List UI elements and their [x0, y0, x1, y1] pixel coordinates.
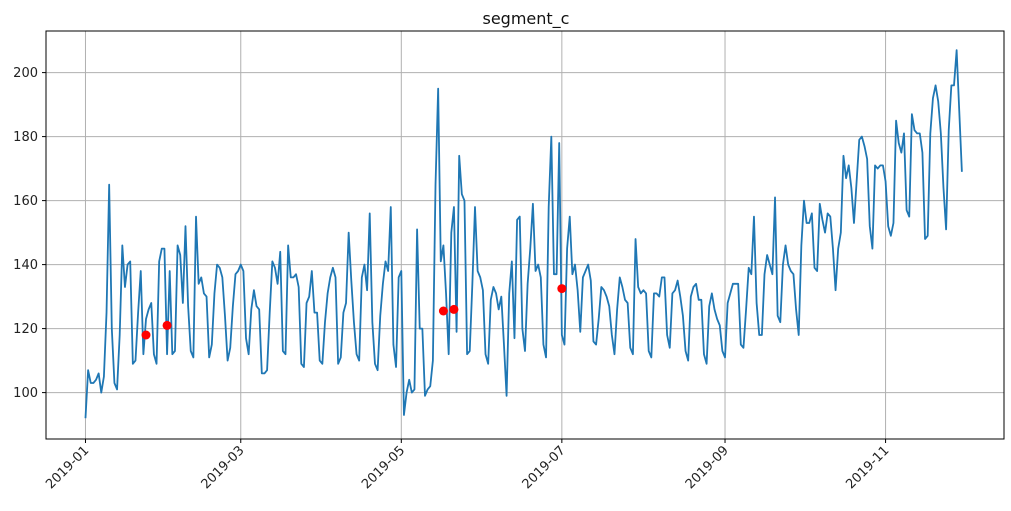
plot-data — [84, 49, 963, 419]
y-tick-label: 180 — [13, 130, 38, 145]
y-tick-label: 140 — [13, 258, 38, 273]
series-line — [84, 49, 963, 419]
grid — [46, 31, 1004, 439]
y-tick-label: 160 — [13, 194, 38, 209]
anomaly-point — [438, 306, 448, 316]
y-tick-label: 200 — [13, 66, 38, 81]
chart-title: segment_c — [483, 9, 570, 29]
anomaly-point — [141, 330, 151, 340]
plot-frame — [45, 30, 1005, 440]
anomaly-point — [162, 320, 172, 330]
anomaly-point — [557, 284, 567, 294]
y-tick-label: 120 — [13, 322, 38, 337]
anomaly-point — [449, 304, 459, 314]
y-tick-label: 100 — [13, 386, 38, 401]
